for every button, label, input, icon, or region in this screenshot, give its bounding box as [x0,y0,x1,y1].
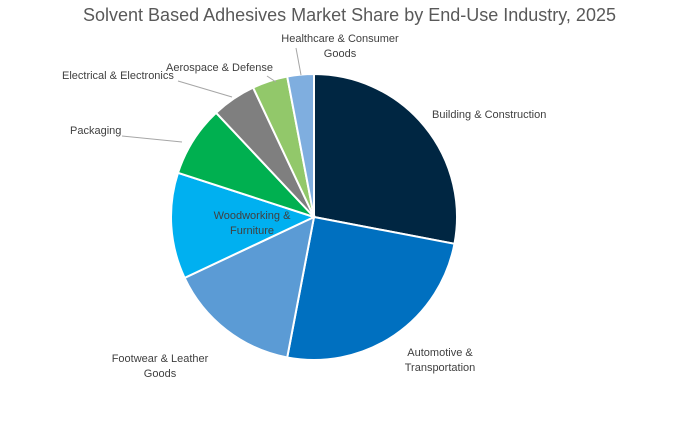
data-label-5: Electrical & Electronics [62,70,174,82]
pie-slice-3 [170,171,317,280]
chart-title: Solvent Based Adhesives Market Share by … [83,5,616,25]
pie-slice-1 [286,215,456,361]
leader-line-6 [266,75,277,83]
data-label-6: Aerospace & Defense [166,62,273,74]
data-label-4: Packaging [70,125,121,137]
leader-line-5 [177,80,233,98]
data-label-1: Automotive & Transportation [405,347,476,374]
data-label-0: Building & Construction [432,109,546,121]
leader-line-4 [121,135,183,143]
data-label-7: Healthcare & Consumer Goods [281,33,399,60]
data-label-3: Woodworking & Furniture [214,210,291,237]
pie-slice-2 [183,215,316,359]
data-label-2: Footwear & Leather Goods [112,353,209,380]
pie-slice-0 [313,72,458,245]
leader-line-7 [295,47,302,76]
